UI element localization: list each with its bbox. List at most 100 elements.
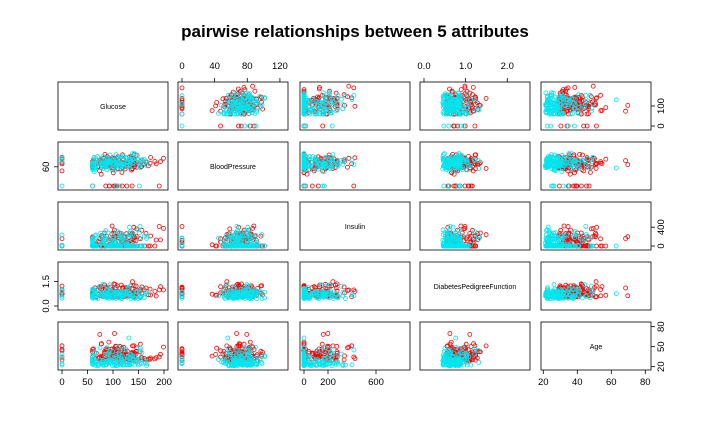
data-point — [349, 157, 355, 163]
data-point — [561, 223, 567, 229]
data-point — [330, 102, 336, 108]
data-point — [351, 93, 357, 98]
data-point — [321, 93, 327, 99]
data-point — [564, 97, 570, 103]
data-point — [156, 183, 162, 189]
data-point — [301, 163, 307, 168]
data-point — [459, 104, 465, 110]
data-point — [209, 353, 215, 359]
panel-frame — [57, 81, 169, 131]
data-point — [152, 288, 158, 294]
data-point — [326, 98, 332, 104]
data-point — [598, 108, 604, 113]
data-point — [243, 90, 249, 96]
data-point — [246, 123, 252, 129]
data-point — [234, 99, 240, 105]
data-point — [588, 169, 593, 175]
data-point — [117, 157, 122, 163]
panel-glucose-vs-age — [540, 81, 652, 131]
data-point — [584, 123, 590, 129]
data-point — [123, 156, 129, 162]
data-point — [464, 92, 470, 98]
data-point — [451, 171, 457, 177]
data-point — [560, 183, 566, 189]
data-point — [236, 106, 242, 111]
data-point — [443, 111, 449, 117]
data-point — [342, 93, 348, 99]
data-point — [561, 111, 567, 116]
data-point — [452, 106, 458, 111]
data-point — [244, 103, 250, 109]
data-point — [91, 154, 97, 160]
data-point — [152, 243, 158, 249]
data-point — [575, 110, 581, 116]
data-point — [548, 108, 554, 113]
data-point — [321, 106, 327, 112]
data-point — [179, 102, 185, 108]
data-point — [456, 93, 462, 99]
data-point — [613, 97, 619, 103]
data-point — [97, 331, 103, 337]
data-point — [262, 95, 268, 100]
variable-label-bloodpressure: BloodPressure — [210, 164, 256, 171]
data-point — [588, 94, 594, 100]
data-point — [308, 163, 314, 169]
panel-frame — [419, 81, 531, 131]
data-point — [179, 101, 185, 106]
data-point — [320, 103, 326, 109]
data-point — [576, 92, 581, 98]
data-point — [448, 103, 454, 109]
panel-diabetespedigreefunction-vs-diabetespedigreefunction: DiabetesPedigreeFunction — [419, 261, 531, 311]
data-point — [444, 101, 450, 106]
data-point — [455, 111, 461, 117]
data-point — [583, 223, 589, 229]
data-point — [136, 183, 142, 189]
data-point — [110, 158, 115, 164]
data-point — [158, 159, 163, 165]
data-point — [220, 106, 226, 111]
data-point — [106, 339, 112, 345]
data-point — [546, 111, 552, 117]
data-point — [156, 224, 162, 229]
data-point — [97, 345, 103, 351]
data-point — [313, 111, 319, 117]
data-point — [561, 102, 567, 108]
data-point — [598, 236, 603, 242]
panel-diabetespedigreefunction-vs-age — [540, 261, 652, 311]
data-point — [571, 164, 577, 170]
data-point — [59, 157, 65, 163]
data-point — [304, 171, 310, 177]
data-point — [543, 158, 549, 164]
data-point — [107, 152, 113, 158]
data-point — [549, 111, 554, 117]
data-point — [445, 92, 451, 98]
panel-bloodpressure-vs-insulin — [299, 141, 411, 191]
data-point — [233, 111, 239, 117]
panel-insulin-vs-glucose — [57, 201, 169, 251]
data-point — [301, 101, 307, 106]
data-point — [301, 92, 307, 98]
data-point — [179, 96, 185, 101]
data-point — [441, 123, 447, 129]
data-point — [301, 103, 307, 109]
panel-frame — [177, 141, 289, 191]
data-point — [320, 111, 325, 117]
data-point — [244, 331, 250, 337]
data-point — [456, 90, 461, 96]
data-point — [589, 159, 595, 164]
data-point — [552, 111, 557, 117]
data-point — [301, 156, 307, 162]
data-point — [586, 183, 592, 189]
data-point — [623, 158, 628, 164]
data-point — [572, 106, 578, 111]
data-point — [587, 92, 593, 98]
data-point — [571, 162, 576, 168]
data-point — [179, 224, 185, 229]
data-point — [253, 123, 259, 129]
data-point — [314, 161, 320, 167]
data-point — [307, 98, 312, 103]
data-point — [112, 331, 117, 336]
data-point — [249, 98, 254, 104]
data-point — [472, 152, 478, 158]
data-point — [258, 104, 264, 110]
